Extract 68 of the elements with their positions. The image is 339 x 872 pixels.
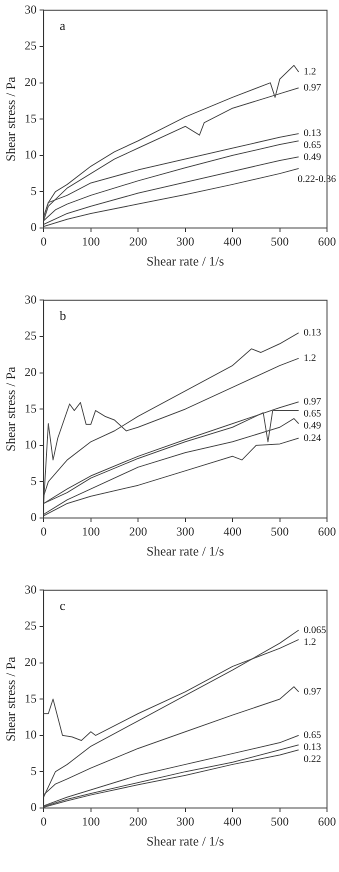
x-tick-label: 300 [176, 524, 194, 538]
series-label: 0.65 [304, 408, 322, 420]
series-label: 0.97 [304, 686, 322, 698]
y-tick-label: 5 [30, 474, 37, 488]
series-label: 1.2 [304, 636, 316, 648]
x-tick-label: 300 [176, 814, 194, 828]
y-tick-label: 10 [24, 438, 37, 452]
series-label: 0.13 [304, 327, 322, 338]
y-tick-label: 15 [24, 691, 37, 706]
annotation: b [60, 308, 66, 324]
series-label: 0.97 [304, 82, 322, 94]
y-tick-label: 25 [24, 618, 37, 633]
series-label: 1.2 [304, 352, 316, 364]
x-tick-label: 400 [224, 234, 242, 248]
y-tick-label: 20 [24, 74, 37, 89]
series-label: 0.065 [304, 624, 326, 636]
y-tick-label: 30 [24, 292, 37, 306]
x-axis-title: Shear rate / 1/s [146, 834, 224, 849]
y-tick-label: 15 [24, 111, 37, 126]
series-label: 0.49 [304, 420, 322, 432]
y-tick-label: 30 [24, 2, 37, 16]
x-axis-title: Shear rate / 1/s [146, 254, 224, 269]
y-tick-label: 25 [24, 328, 37, 343]
x-tick-label: 400 [224, 814, 242, 828]
x-tick-label: 100 [82, 234, 100, 248]
series-label: 0.13 [304, 128, 322, 140]
series-label: 0.97 [304, 396, 322, 408]
x-tick-label: 200 [129, 234, 148, 248]
x-tick-label: 100 [82, 814, 100, 828]
x-tick-label: 200 [129, 524, 148, 538]
x-tick-label: 400 [224, 524, 242, 538]
y-tick-label: 25 [24, 38, 37, 53]
y-tick-label: 20 [24, 364, 37, 379]
series-label: 0.49 [304, 152, 322, 164]
x-tick-label: 300 [176, 234, 194, 248]
y-tick-label: 10 [24, 148, 37, 162]
x-tick-label: 500 [270, 814, 289, 828]
y-tick-label: 0 [30, 800, 37, 814]
y-tick-label: 0 [30, 220, 37, 234]
series-label: 0.65 [304, 730, 322, 742]
y-axis-title: Shear stress / Pa [3, 656, 18, 742]
x-tick-label: 600 [318, 524, 336, 538]
x-axis-title: Shear rate / 1/s [146, 544, 224, 559]
y-axis-title: Shear stress / Pa [3, 366, 18, 452]
annotation: c [60, 598, 66, 614]
x-tick-label: 100 [82, 524, 100, 538]
x-tick-label: 500 [270, 524, 289, 538]
y-tick-label: 0 [30, 510, 37, 524]
y-tick-label: 10 [24, 728, 37, 742]
series-label: 0.22 [304, 754, 322, 766]
y-tick-label: 15 [24, 401, 37, 416]
annotation: a [60, 18, 66, 34]
y-axis-title: Shear stress / Pa [3, 76, 18, 162]
y-tick-label: 5 [30, 764, 37, 778]
y-tick-label: 30 [24, 582, 37, 596]
y-tick-label: 20 [24, 654, 37, 669]
series-label: 0.24 [304, 432, 322, 444]
x-tick-label: 600 [318, 234, 336, 248]
x-tick-label: 0 [40, 524, 47, 538]
series-label: 1.2 [304, 66, 316, 78]
x-tick-label: 600 [318, 814, 336, 828]
series-label: 0.65 [304, 140, 322, 152]
x-tick-label: 500 [270, 234, 289, 248]
x-tick-label: 200 [129, 814, 148, 828]
x-tick-label: 0 [40, 814, 47, 828]
series-label: 0.13 [304, 742, 322, 754]
x-tick-label: 0 [40, 234, 47, 248]
y-tick-label: 5 [30, 184, 37, 198]
